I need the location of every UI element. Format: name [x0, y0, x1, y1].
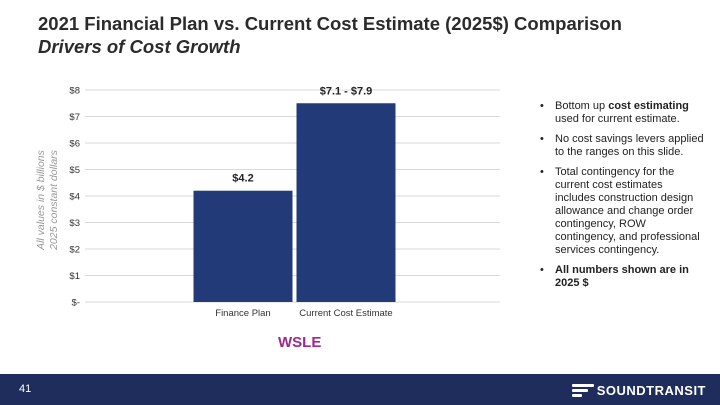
data-label: $4.2: [232, 173, 253, 185]
y-tick-label: $4: [69, 192, 80, 203]
note-item: No cost savings levers applied to the ra…: [540, 133, 705, 159]
note-text: cost estimating: [608, 100, 689, 112]
logo-mark-icon: [571, 383, 594, 397]
footer-bar: 41 SOUNDTRANSIT: [0, 374, 720, 405]
note-item: All numbers shown are in 2025 $: [540, 264, 705, 290]
y-tick-label: $6: [69, 139, 80, 150]
note-item: Bottom up cost estimating used for curre…: [540, 100, 705, 126]
notes-list: Bottom up cost estimating used for curre…: [540, 100, 705, 297]
section-label: WSLE: [278, 334, 322, 351]
note-item: Total contingency for the current cost e…: [540, 166, 705, 257]
bar-chart: $- $1 $2 $3 $4 $5 $6 $7 $8 $4.2 Finance Plan $7.1 -…: [69, 85, 500, 319]
note-text: No cost savings levers applied to the ra…: [555, 133, 704, 158]
note-text: used for current estimate.: [555, 113, 680, 125]
y-tick-label: $8: [69, 86, 80, 97]
y-tick-label: $7: [69, 112, 80, 123]
title-main: 2021 Financial Plan vs. Current Cost Est…: [38, 13, 622, 34]
page-number: 41: [19, 383, 32, 395]
y-tick-label: $5: [69, 165, 80, 176]
sound-transit-logo: SOUNDTRANSIT: [571, 380, 706, 400]
slide-title: 2021 Financial Plan vs. Current Cost Est…: [38, 12, 698, 58]
y-tick-label: $1: [69, 271, 80, 282]
data-label: $7.1 - $7.9: [320, 85, 373, 97]
bar: [193, 190, 293, 302]
note-text: All numbers shown are in 2025 $: [555, 264, 689, 289]
title-subtitle: Drivers of Cost Growth: [38, 36, 241, 57]
y-tick-label: $2: [69, 245, 80, 256]
note-text: Bottom up: [555, 100, 609, 112]
note-text: Total contingency for the current cost e…: [555, 166, 700, 256]
bar: [296, 103, 396, 302]
y-tick-label: $-: [72, 298, 80, 309]
logo-text: SOUNDTRANSIT: [596, 382, 706, 398]
x-tick-label: Finance Plan: [215, 308, 270, 319]
y-tick-label: $3: [69, 218, 80, 229]
x-tick-label: Current Cost Estimate: [299, 308, 392, 319]
